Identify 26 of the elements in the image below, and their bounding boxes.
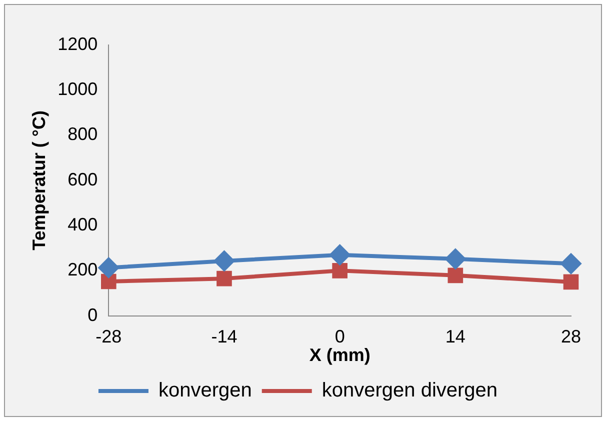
y-tick-label: 1200 [58,34,98,54]
point [216,270,232,286]
legend-label: konvergen [158,380,252,402]
y-tick-label: 400 [68,214,98,234]
point [448,268,464,284]
y-tick-label: 1000 [58,79,98,100]
x-tick-label: -14 [211,326,238,347]
y-tick-label: 800 [68,124,98,144]
point [214,250,234,271]
y-tick-label: 0 [88,304,98,325]
x-tick-label: 0 [334,326,345,347]
point [330,244,350,265]
x-tick-label: 14 [445,326,466,347]
point [100,274,116,290]
x-tick-label: -28 [96,326,122,347]
x-tick-label: 28 [560,326,582,347]
y-tick-label: 200 [68,260,98,280]
point [561,254,581,274]
x-axis-title: X (mm) [309,345,370,366]
y-axis-title: Temperatur ( °C) [28,110,49,250]
point [563,274,579,290]
legend-label: konvergen divergen [322,380,498,402]
point [332,263,348,278]
point [445,248,466,269]
y-tick-label: 600 [68,169,98,190]
point [98,258,119,278]
